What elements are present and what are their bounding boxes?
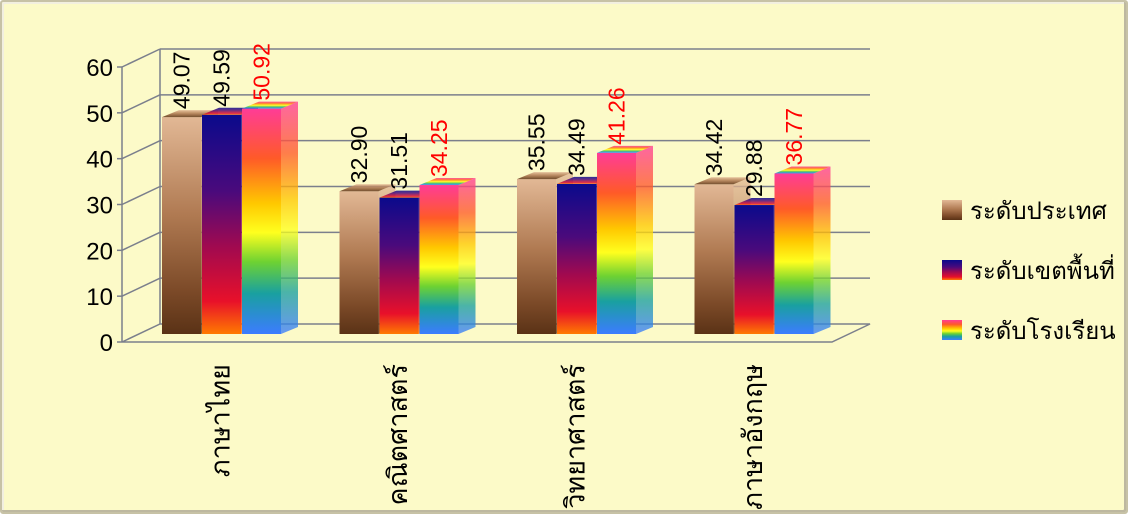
bar-1-2 <box>419 178 476 334</box>
y-tick-label: 0 <box>100 330 113 357</box>
data-label: 49.07 <box>169 52 195 110</box>
bar-2-2 <box>597 145 653 334</box>
bar-front <box>734 205 774 334</box>
category-label: ภาษาไทย <box>206 364 237 477</box>
bar-top <box>517 172 573 180</box>
y-tick-label: 20 <box>86 238 113 265</box>
gridline-side <box>121 231 161 252</box>
y-tick-label: 50 <box>86 101 113 128</box>
gridline-side <box>121 94 161 114</box>
bar-front <box>202 114 241 335</box>
bar-top <box>694 177 751 185</box>
bar-front <box>597 152 636 334</box>
bar-top <box>774 166 831 174</box>
data-label: 34.49 <box>564 118 590 176</box>
data-label: 35.55 <box>524 114 550 172</box>
bar-side <box>636 145 653 334</box>
bar-front <box>774 173 814 334</box>
legend-swatch <box>942 260 962 280</box>
gridline-side <box>121 185 161 206</box>
bar-0-2 <box>242 101 298 334</box>
category-label: วิทยาศาสตร์ <box>560 364 592 509</box>
data-label: 41.26 <box>604 87 630 145</box>
data-label: 49.59 <box>209 49 235 107</box>
bar-front <box>242 108 281 334</box>
bar-side <box>458 178 476 334</box>
bar-front <box>517 179 556 334</box>
gridline-side <box>121 139 161 160</box>
y-tick-label: 60 <box>86 55 113 82</box>
bar-top <box>419 178 476 186</box>
category-label: ภาษาอังกฤษ <box>738 364 769 510</box>
category-label: คณิตศาสตร์ <box>382 364 414 505</box>
bar-front <box>162 117 201 335</box>
y-tick-label: 30 <box>86 193 113 220</box>
bar-top <box>242 101 298 109</box>
bar-side <box>813 166 831 334</box>
bar-top <box>339 184 396 192</box>
bar-side <box>281 101 298 334</box>
legend-swatch <box>942 200 962 220</box>
data-label: 36.77 <box>781 108 807 166</box>
bar-front <box>419 185 459 334</box>
gridline-side <box>121 277 161 297</box>
bar-front <box>379 197 419 334</box>
legend-label: ระดับประเทศ <box>970 197 1107 225</box>
data-label: 29.88 <box>741 139 767 197</box>
data-label: 32.90 <box>346 126 372 184</box>
y-tick-label: 10 <box>86 284 113 311</box>
chart-floor <box>121 323 871 343</box>
data-label: 34.42 <box>701 119 727 177</box>
data-label: 34.25 <box>426 119 452 177</box>
legend-label: ระดับโรงเรียน <box>970 317 1116 345</box>
bar-top <box>597 145 653 153</box>
gridline-side <box>121 48 161 68</box>
data-label: 50.92 <box>249 43 275 101</box>
bar-front <box>694 184 734 334</box>
data-label: 31.51 <box>386 132 412 190</box>
bar-3-2 <box>774 166 831 334</box>
y-tick-label: 40 <box>86 147 113 174</box>
legend-swatch <box>942 320 962 340</box>
bar-front <box>339 191 379 334</box>
bar-front <box>557 183 596 334</box>
legend-label: ระดับเขตพื้นที่ <box>970 253 1115 285</box>
